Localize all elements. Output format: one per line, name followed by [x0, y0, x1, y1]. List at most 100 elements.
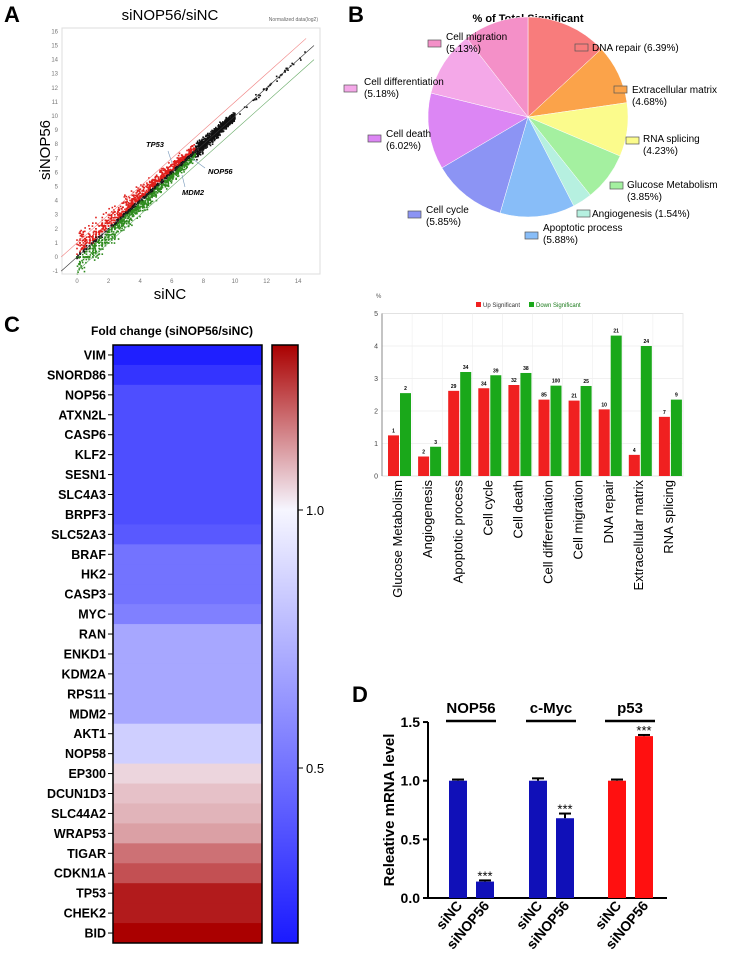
data-point: [92, 233, 95, 235]
data-point: [160, 168, 163, 170]
data-point: [129, 211, 131, 213]
data-point: [107, 233, 110, 236]
data-point: [84, 256, 87, 258]
data-point: [126, 200, 128, 203]
data-point: [275, 75, 278, 78]
data-point: [171, 175, 173, 178]
heatmap-cell: [113, 683, 262, 705]
data-point: [151, 183, 154, 185]
data-point: [119, 215, 121, 218]
data-point: [159, 170, 161, 173]
data-point: [132, 202, 134, 205]
data-point: [109, 214, 112, 217]
data-point: [203, 137, 206, 140]
data-point: [125, 202, 127, 204]
data-point: [267, 85, 270, 88]
row-label: KDM2A: [62, 667, 106, 681]
data-point: [168, 179, 171, 181]
data-point: [196, 155, 199, 158]
data-point: [154, 188, 157, 190]
data-point: [82, 256, 85, 258]
annotation-line: [167, 150, 173, 164]
bar-siNOP56: [556, 818, 574, 898]
data-point: [216, 134, 219, 136]
x-tick-label: Cell differentiation: [541, 480, 556, 584]
data-point: [171, 176, 173, 179]
data-point: [95, 235, 97, 237]
data-point: [213, 130, 215, 132]
x-tick-label: Cell death: [510, 480, 525, 539]
data-point: [179, 159, 182, 162]
data-point: [142, 199, 144, 202]
data-point: [93, 259, 96, 261]
data-point: [128, 215, 130, 218]
data-point: [88, 236, 91, 239]
data-point: [178, 169, 181, 171]
row-label: BRPF3: [65, 508, 106, 522]
data-point: [124, 208, 126, 211]
heatmap-cell: [113, 584, 262, 605]
data-point: [179, 167, 182, 169]
data-point: [205, 147, 207, 149]
data-point: [133, 202, 135, 205]
data-point: [166, 179, 169, 181]
data-point: [150, 190, 153, 192]
heatmap-cell: [113, 624, 262, 645]
bar-up: [568, 400, 580, 476]
data-point: [86, 256, 89, 259]
data-point: [137, 196, 140, 199]
y-tick-label: 5: [374, 311, 378, 318]
data-point: [192, 149, 195, 152]
data-point: [154, 178, 157, 181]
data-point: [141, 198, 143, 201]
data-point: [76, 239, 78, 241]
data-point: [232, 117, 235, 120]
data-point: [180, 158, 182, 161]
bar-down: [550, 385, 562, 476]
data-point: [95, 240, 97, 242]
data-point: [220, 131, 223, 133]
data-point: [164, 186, 167, 188]
data-point: [214, 134, 217, 137]
heatmap-cell: [113, 444, 262, 466]
data-point: [211, 130, 214, 132]
data-point: [155, 183, 157, 185]
data-point: [281, 73, 283, 76]
data-point: [145, 185, 147, 188]
data-point: [88, 224, 90, 227]
bar-up: [508, 385, 520, 476]
data-point: [232, 114, 234, 116]
data-point: [212, 140, 214, 143]
data-point: [143, 204, 145, 206]
data-point: [131, 200, 133, 203]
data-point: [98, 232, 101, 235]
data-point: [104, 225, 107, 227]
data-point: [139, 195, 141, 197]
data-point: [159, 190, 162, 193]
data-point: [123, 196, 126, 198]
significance-marker: ***: [477, 868, 492, 883]
data-point: [146, 186, 149, 189]
data-point: [95, 231, 98, 234]
data-point: [231, 122, 234, 125]
data-point: [117, 226, 119, 229]
data-point: [95, 242, 97, 244]
data-point: [135, 203, 138, 206]
data-point: [199, 147, 201, 150]
data-point: [101, 230, 104, 233]
y-tick-label: 1.0: [401, 773, 421, 789]
data-point: [198, 147, 200, 150]
data-point: [149, 186, 152, 188]
data-point: [126, 221, 128, 223]
bar-up: [598, 409, 610, 476]
data-point: [121, 222, 123, 225]
data-point: [107, 239, 110, 241]
data-point: [141, 205, 144, 208]
data-point: [189, 147, 192, 150]
bar-down: [490, 375, 502, 476]
data-point: [121, 202, 123, 205]
data-point: [219, 134, 221, 137]
data-point: [159, 179, 161, 181]
data-point: [190, 153, 192, 156]
data-point: [83, 252, 86, 254]
